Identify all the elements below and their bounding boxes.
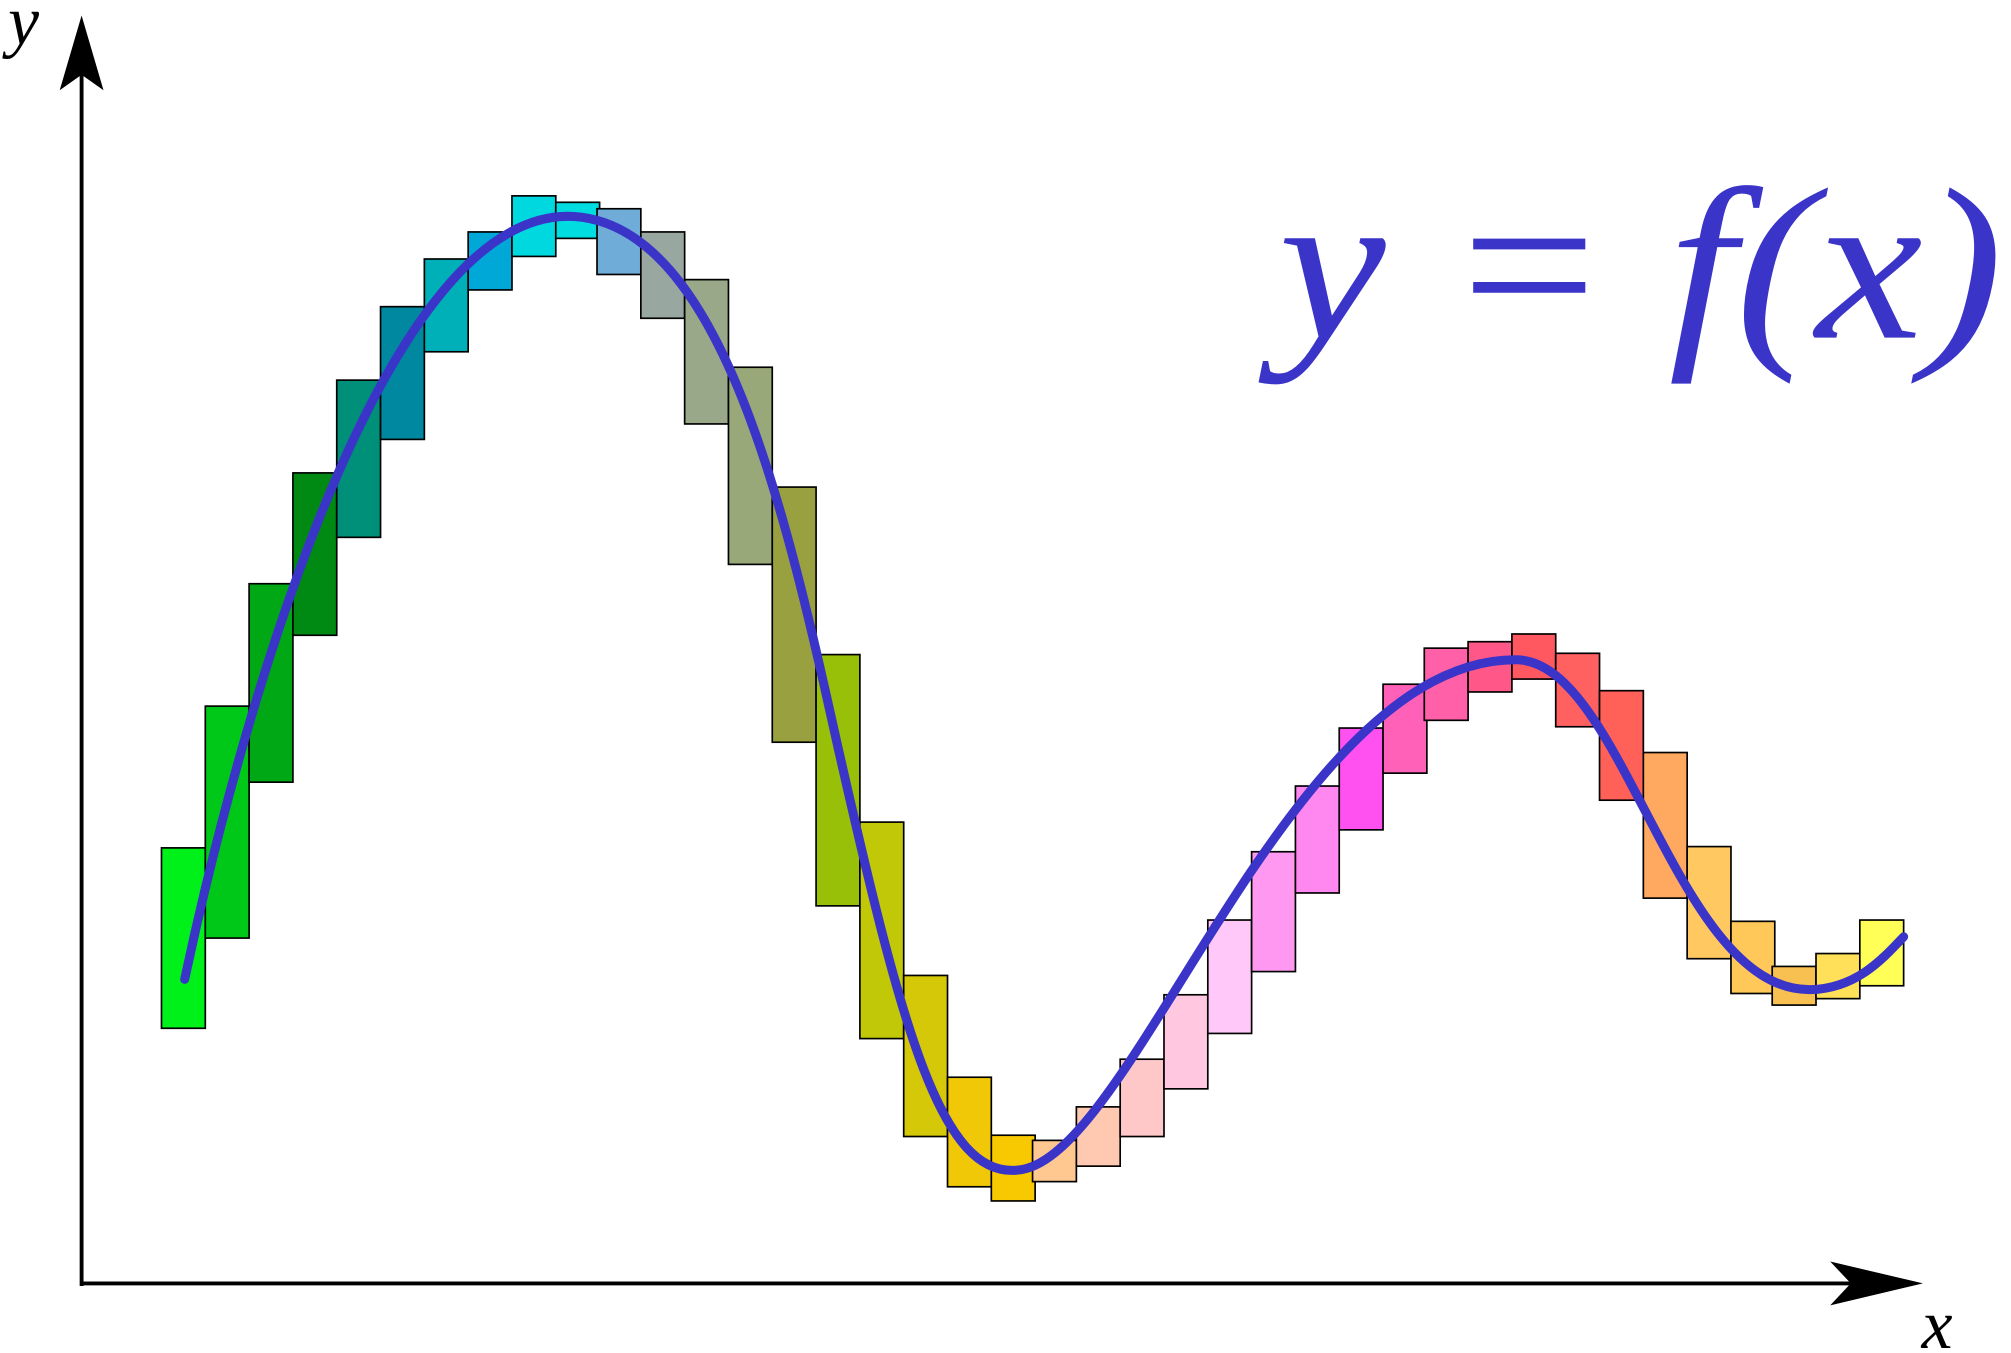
formula: y = f(x) (1258, 145, 2003, 385)
function-curve (180, 211, 1909, 1175)
step-rect (1163, 993, 1209, 1090)
step-rect (1250, 850, 1297, 973)
step-rectangles (160, 195, 1905, 1202)
y-axis-arrow (59, 15, 104, 91)
step-rect (1206, 919, 1253, 1035)
x-axis-arrow (1830, 1261, 1923, 1306)
step-rect (160, 847, 207, 1030)
x-axis-label: x (1921, 1287, 1953, 1353)
step-rect (1338, 727, 1384, 831)
y-axis-label: y (2, 0, 39, 60)
step-rect (1075, 1106, 1122, 1167)
